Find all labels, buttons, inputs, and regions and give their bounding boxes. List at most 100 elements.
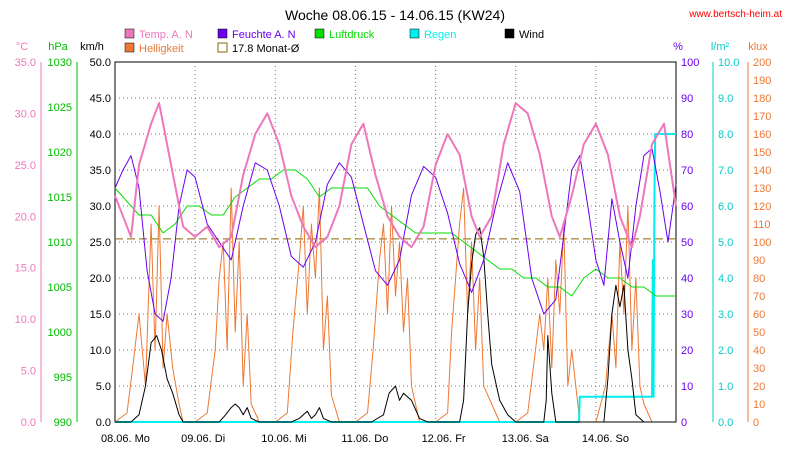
rain-tick-label: 3.0	[718, 309, 733, 321]
light-tick-label: 180	[753, 93, 771, 105]
wind-unit-label: km/h	[80, 41, 104, 53]
humidity-unit-label: %	[673, 41, 683, 53]
rain-tick-label: 1.0	[718, 381, 733, 393]
axes: 08.06. Mo 09.06. Di 10.06. Mi 11.06. Do 12.0…	[15, 41, 772, 445]
wind-tick-label: 5.0	[96, 381, 111, 393]
rain-tick-label: 2.0	[718, 345, 733, 357]
rain-tick-label: 7.0	[718, 165, 733, 177]
series-line-luftdruck	[114, 169, 676, 297]
light-tick-label: 20	[753, 381, 765, 393]
series-line-feuchte-a-n	[114, 147, 677, 322]
x-tick-label: 10.06. Mi	[261, 433, 306, 445]
humidity-tick-label: 90	[681, 93, 693, 105]
light-tick-label: 30	[753, 363, 765, 375]
humidity-tick-label: 80	[681, 129, 693, 141]
wind-tick-label: 40.0	[90, 129, 111, 141]
light-tick-label: 80	[753, 273, 765, 285]
pressure-tick-label: 1030	[48, 57, 72, 69]
rain-tick-label: 0.0	[718, 417, 733, 429]
light-tick-label: 120	[753, 201, 771, 213]
legend-swatch	[504, 28, 515, 39]
pressure-tick-label: 1010	[48, 237, 72, 249]
light-tick-label: 0	[753, 417, 759, 429]
legend-swatch	[314, 28, 325, 39]
rain-tick-label: 5.0	[718, 237, 733, 249]
temp-tick-label: 25.0	[15, 160, 36, 172]
wind-tick-label: 30.0	[90, 201, 111, 213]
wind-tick-label: 15.0	[90, 309, 111, 321]
legend-swatch	[124, 42, 135, 53]
legend-swatch	[217, 42, 228, 53]
legend-swatch	[217, 28, 228, 39]
light-tick-label: 50	[753, 327, 765, 339]
legend-label: 17.8 Monat-Ø	[232, 43, 300, 55]
source-credit: www.bertsch-heim.at	[688, 9, 782, 20]
rain-tick-label: 9.0	[718, 93, 733, 105]
pressure-tick-label: 1015	[48, 192, 72, 204]
rain-tick-label: 8.0	[718, 129, 733, 141]
humidity-tick-label: 30	[681, 309, 693, 321]
legend-label: Feuchte A. N	[232, 29, 296, 41]
temp-tick-label: 0.0	[21, 417, 36, 429]
legend-label: Regen	[424, 29, 456, 41]
plot-area	[114, 102, 677, 423]
temp-tick-label: 15.0	[15, 263, 36, 275]
x-tick-label: 12.06. Fr	[422, 433, 466, 445]
light-tick-label: 190	[753, 75, 771, 87]
humidity-tick-label: 60	[681, 201, 693, 213]
series-line-temp-a-n	[114, 102, 677, 249]
pressure-tick-label: 1000	[48, 327, 72, 339]
temp-tick-label: 10.0	[15, 314, 36, 326]
chart-title: Woche 08.06.15 - 14.06.15 (KW24)	[285, 7, 505, 23]
light-tick-label: 90	[753, 255, 765, 267]
rain-tick-label: 10.0	[718, 57, 739, 69]
x-tick-label: 13.06. Sa	[502, 433, 550, 445]
light-tick-label: 70	[753, 291, 765, 303]
x-tick-label: 09.06. Di	[181, 433, 225, 445]
legend-label: Helligkeit	[139, 43, 184, 55]
light-tick-label: 60	[753, 309, 765, 321]
temp-tick-label: 20.0	[15, 211, 36, 223]
wind-tick-label: 50.0	[90, 57, 111, 69]
wind-tick-label: 20.0	[90, 273, 111, 285]
light-tick-label: 40	[753, 345, 765, 357]
light-tick-label: 10	[753, 399, 765, 411]
wind-tick-label: 35.0	[90, 165, 111, 177]
temp-tick-label: 30.0	[15, 108, 36, 120]
legend-swatch	[409, 28, 420, 39]
rain-tick-label: 6.0	[718, 201, 733, 213]
humidity-tick-label: 20	[681, 345, 693, 357]
legend: Temp. A. N Feuchte A. N Luftdruck Regen Wind…	[124, 28, 544, 55]
humidity-tick-label: 10	[681, 381, 693, 393]
x-tick-label: 08.06. Mo	[101, 433, 150, 445]
legend-swatch	[124, 28, 135, 39]
pressure-tick-label: 990	[54, 417, 72, 429]
rain-unit-label: l/m²	[711, 41, 730, 53]
light-tick-label: 100	[753, 237, 771, 249]
humidity-tick-label: 100	[681, 57, 699, 69]
light-unit-label: klux	[748, 41, 768, 53]
light-tick-label: 200	[753, 57, 771, 69]
wind-tick-label: 25.0	[90, 237, 111, 249]
pressure-tick-label: 995	[54, 372, 72, 384]
light-tick-label: 140	[753, 165, 771, 177]
temp-unit-label: °C	[16, 41, 28, 53]
temp-tick-label: 5.0	[21, 366, 36, 378]
legend-label: Luftdruck	[329, 29, 375, 41]
humidity-tick-label: 0	[681, 417, 687, 429]
pressure-tick-label: 1005	[48, 282, 72, 294]
light-tick-label: 170	[753, 111, 771, 123]
light-tick-label: 150	[753, 147, 771, 159]
humidity-tick-label: 40	[681, 273, 693, 285]
legend-label: Temp. A. N	[139, 29, 193, 41]
humidity-tick-label: 50	[681, 237, 693, 249]
light-tick-label: 130	[753, 183, 771, 195]
wind-tick-label: 0.0	[96, 417, 111, 429]
light-tick-label: 110	[753, 219, 771, 231]
pressure-tick-label: 1025	[48, 102, 72, 114]
light-tick-label: 160	[753, 129, 771, 141]
wind-tick-label: 45.0	[90, 93, 111, 105]
wind-tick-label: 10.0	[90, 345, 111, 357]
